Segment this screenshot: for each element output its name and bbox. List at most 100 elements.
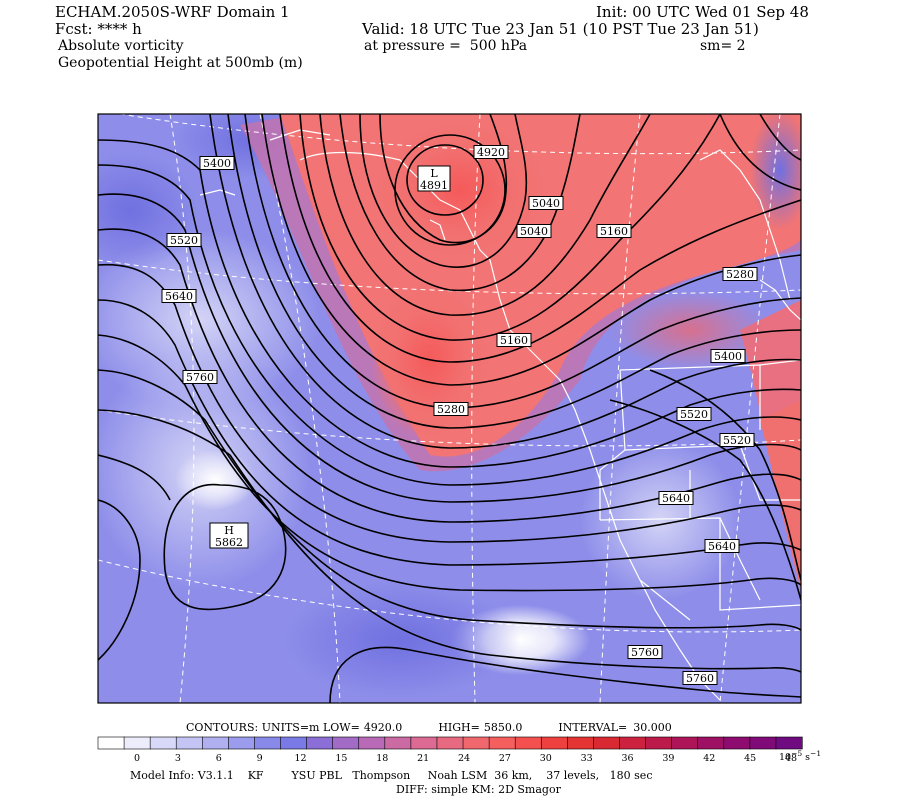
forecast-hour: Fcst: **** h [55,20,142,38]
colorbar-swatch [175,736,203,750]
colorbar-swatch [228,736,256,750]
colorbar-tick-label: 39 [662,753,674,764]
colorbar-tick-label: 9 [257,753,263,764]
field-name-vorticity: Absolute vorticity [58,38,184,54]
contour-label-box [166,233,202,247]
colorbar-tick-label: 12 [294,753,306,764]
high-value: 5862 [215,536,243,549]
contour-label-box [182,370,218,384]
colorbar-swatch [332,736,360,750]
colorbar-tick-label: 36 [621,753,633,764]
colorbar-swatch [697,736,725,750]
colorbar-tick-label: 0 [134,753,140,764]
contour-label: 5280 [437,403,465,416]
colorbar-swatch [97,736,125,750]
colorbar-swatch [593,736,621,750]
contour-label-box [682,671,718,685]
contour-label-box [676,407,712,421]
colorbar-swatch [384,736,412,750]
colorbar-swatch [619,736,647,750]
colorbar-tick-label: 30 [540,753,552,764]
contour-label-box [704,539,740,553]
colorbar-tick-label: 24 [458,753,470,764]
model-title: ECHAM.2050S-WRF Domain 1 [55,3,290,21]
colorbar-swatch [201,736,229,750]
contour-label: 5640 [708,540,736,553]
low-letter: L [430,167,438,180]
init-time: Init: 00 UTC Wed 01 Sep 48 [596,3,809,21]
coastlines [199,129,801,701]
colorbar-swatch [306,736,334,750]
graticule [98,114,801,703]
colorbar-swatch [488,736,516,750]
contour-label: 5040 [532,197,560,210]
contour-label: 5760 [686,672,714,685]
colorbar-swatch [123,736,151,750]
high-letter: H [224,524,234,537]
colorbar [97,736,803,750]
contour-label: 5640 [165,290,193,303]
colorbar-tick-label: 21 [417,753,429,764]
colorbar-ticks: 0 3 6 9 12 15 18 21 24 27 30 33 36 39 42 45 48 [134,753,797,764]
contour-label: 5160 [500,334,528,347]
contour-label-box [473,145,509,159]
colorbar-swatch [280,736,308,750]
valid-time: Valid: 18 UTC Tue 23 Jan 51 (10 PST Tue … [362,20,759,38]
colorbar-swatch [514,736,542,750]
contour-label-box [433,402,469,416]
contour-label: 5520 [680,408,708,421]
colorbar-tick-label: 3 [175,753,181,764]
contour-label: 4920 [477,146,505,159]
contour-label-box [496,333,532,347]
contour-label: 5040 [520,225,548,238]
colorbar-swatch [254,736,282,750]
diff-info: DIFF: simple KM: 2D Smagor [396,783,561,796]
colorbar-tick-label: 18 [376,753,388,764]
colorbar-tick-label: 15 [335,753,347,764]
height-contours [98,114,801,703]
colorbar-swatch [462,736,490,750]
colorbar-swatch [749,736,777,750]
colorbar-swatch [436,736,464,750]
contour-label: 5520 [723,434,751,447]
contour-label-box [516,224,552,238]
contour-label-box [596,224,632,238]
contour-label-box [710,349,746,363]
contour-label-box [161,289,197,303]
colorbar-swatch [358,736,386,750]
contour-label: 5760 [631,646,659,659]
contour-label: 5400 [714,350,742,363]
contours-info: CONTOURS: UNITS=m LOW= 4920.0 HIGH= 5850.0 I… [186,721,672,734]
map-frame [97,113,802,704]
contour-labels: 4920 5040 5040 5160 5280 5400 5520 5640 5760 5160… [161,145,758,685]
colorbar-tick-label: 6 [216,753,222,764]
contour-label-box [627,645,663,659]
contour-label-box [658,491,694,505]
contour-label: 5280 [726,268,754,281]
colorbar-swatch [645,736,673,750]
contour-label: 5640 [662,492,690,505]
smoothing-value: sm= 2 [700,38,746,54]
colorbar-tick-label: 33 [581,753,593,764]
contour-label: 5520 [170,234,198,247]
low-center: L 4891 [417,165,451,192]
model-info: Model Info: V3.1.1 KF YSU PBL Thompson N… [130,769,653,782]
colorbar-tick-label: 45 [744,753,756,764]
contour-label-box [528,196,564,210]
colorbar-swatch [775,736,803,750]
colorbar-swatch [723,736,751,750]
colorbar-swatch [410,736,438,750]
contour-label: 5160 [600,225,628,238]
pressure-level: at pressure = 500 hPa [364,38,528,54]
colorbar-swatch [567,736,595,750]
colorbar-units: 10−5 s−1 [779,749,821,763]
contour-label-box [722,267,758,281]
low-value: 4891 [420,179,448,192]
contour-label: 5760 [186,371,214,384]
colorbar-swatch [671,736,699,750]
high-center: H 5862 [209,522,249,549]
colorbar-tick-label: 42 [703,753,715,764]
colorbar-tick-label: 48 [785,753,797,764]
contour-label-box [199,156,235,170]
